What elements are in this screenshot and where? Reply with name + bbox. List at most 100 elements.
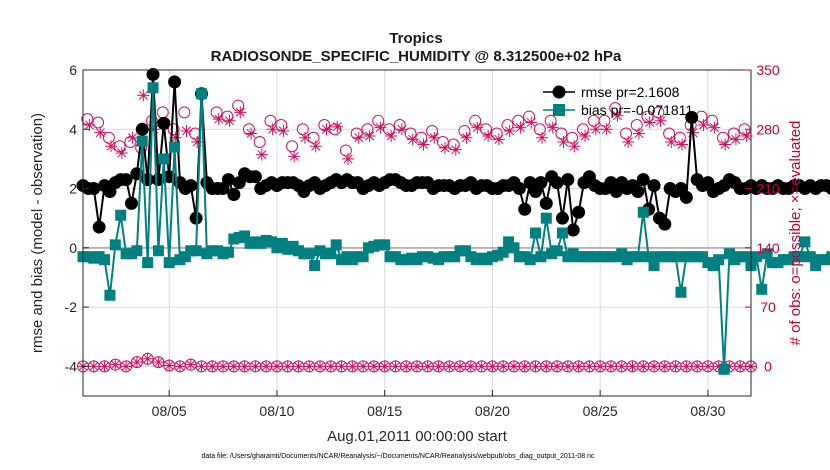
bias-point: [643, 251, 655, 263]
rmse-point: [555, 211, 569, 225]
legend-bias-label: bias pr=-0.071811: [581, 102, 693, 118]
rmse-point: [550, 176, 564, 190]
rmse-point: [561, 173, 575, 187]
evaluated-low-point: [691, 360, 704, 373]
possible-point: [415, 131, 428, 144]
evaluated-low-point: [260, 360, 273, 373]
rmse-point: [685, 110, 699, 124]
bias-point: [459, 245, 471, 257]
evaluated-low-point: [303, 360, 316, 373]
evaluated-low-point: [238, 360, 251, 373]
bias-point: [152, 245, 164, 257]
bias-point: [136, 135, 148, 147]
evaluated-low-point: [680, 360, 693, 373]
possible-point: [178, 106, 191, 119]
bias-point: [675, 286, 687, 298]
evaluated-point: [568, 140, 581, 153]
evaluated-low-point: [249, 360, 262, 373]
evaluated-low-point: [389, 360, 402, 373]
evaluated-low-point: [583, 360, 596, 373]
rmse-point: [636, 173, 650, 187]
evaluated-point: [288, 150, 301, 163]
evaluated-low-point: [163, 359, 176, 372]
possible-point: [458, 124, 471, 137]
possible-point: [533, 123, 546, 136]
evaluated-low-point: [658, 360, 671, 373]
evaluated-low-point: [551, 360, 564, 373]
series-rmse: [76, 67, 830, 237]
evaluated-low-point: [443, 360, 456, 373]
possible-point: [102, 131, 115, 144]
evaluated-low-point: [335, 360, 348, 373]
evaluated-low-point: [572, 360, 585, 373]
possible-point: [620, 127, 633, 140]
evaluated-low-point: [615, 360, 628, 373]
evaluated-point: [137, 89, 150, 102]
bias-point: [109, 239, 121, 251]
rmse-point: [518, 202, 532, 216]
evaluated-point: [482, 130, 495, 143]
evaluated-low-point: [357, 360, 370, 373]
bias-point: [648, 260, 660, 272]
evaluated-point: [266, 123, 279, 136]
data-file-footnote: data file: /Users/gharamti/Documents/NCA…: [201, 453, 595, 460]
bias-point: [222, 246, 234, 258]
evaluated-low-point: [701, 360, 714, 373]
evaluated-low-point: [173, 360, 186, 373]
rmse-point: [512, 182, 526, 196]
evaluated-low-point: [540, 360, 553, 373]
possible-point: [286, 140, 299, 153]
right-tick-label: 0: [764, 358, 772, 374]
evaluated-point: [352, 131, 365, 144]
evaluated-low-point: [561, 360, 574, 373]
bias-point: [826, 251, 830, 263]
bias-point: [131, 245, 143, 257]
evaluated-point: [525, 116, 538, 129]
evaluated-low-point: [130, 356, 143, 369]
evaluated-low-point: [184, 358, 197, 371]
evaluated-point: [600, 123, 613, 136]
evaluated-low-point: [432, 360, 445, 373]
left-tick-label: 6: [69, 62, 77, 78]
left-axis: -4 -2 0 2 4 6: [65, 62, 89, 374]
evaluated-low-point: [227, 360, 240, 373]
bias-point: [169, 141, 181, 153]
bias-point: [535, 251, 547, 263]
x-tick-label: 08/10: [259, 403, 294, 419]
evaluated-point: [255, 148, 268, 161]
evaluated-point: [535, 131, 548, 144]
evaluated-point: [719, 138, 732, 151]
rmse-point: [572, 205, 586, 219]
possible-point: [555, 127, 568, 140]
rmse-point: [566, 223, 580, 237]
bias-point: [761, 248, 773, 260]
evaluated-low-point: [281, 360, 294, 373]
evaluated-point: [115, 146, 128, 159]
possible-point: [544, 114, 557, 127]
evaluated-point: [471, 121, 484, 134]
evaluated-low-point: [648, 360, 661, 373]
evaluated-point: [654, 114, 667, 127]
evaluated-low-point: [206, 360, 219, 373]
possible-point: [469, 114, 482, 127]
bias-point: [179, 251, 191, 263]
possible-point: [426, 124, 439, 137]
rmse-point: [87, 182, 101, 196]
bias-point: [524, 254, 536, 266]
right-tick-label: 280: [756, 121, 780, 137]
evaluated-low-point: [604, 360, 617, 373]
right-tick-label: 140: [756, 240, 780, 256]
evaluated-low-point: [87, 360, 100, 373]
evaluated-point: [94, 126, 107, 139]
x-tick-label: 08/20: [475, 403, 510, 419]
x-tick-label: 08/05: [152, 403, 187, 419]
left-tick-label: -2: [65, 299, 78, 315]
bias-point: [239, 230, 251, 242]
evaluated-point: [729, 133, 742, 146]
evaluated-low-point: [626, 360, 639, 373]
rmse-point: [539, 196, 553, 210]
bias-point: [799, 236, 811, 248]
rmse-point: [189, 211, 203, 225]
bias-point: [497, 246, 509, 258]
evaluated-point: [374, 121, 387, 134]
